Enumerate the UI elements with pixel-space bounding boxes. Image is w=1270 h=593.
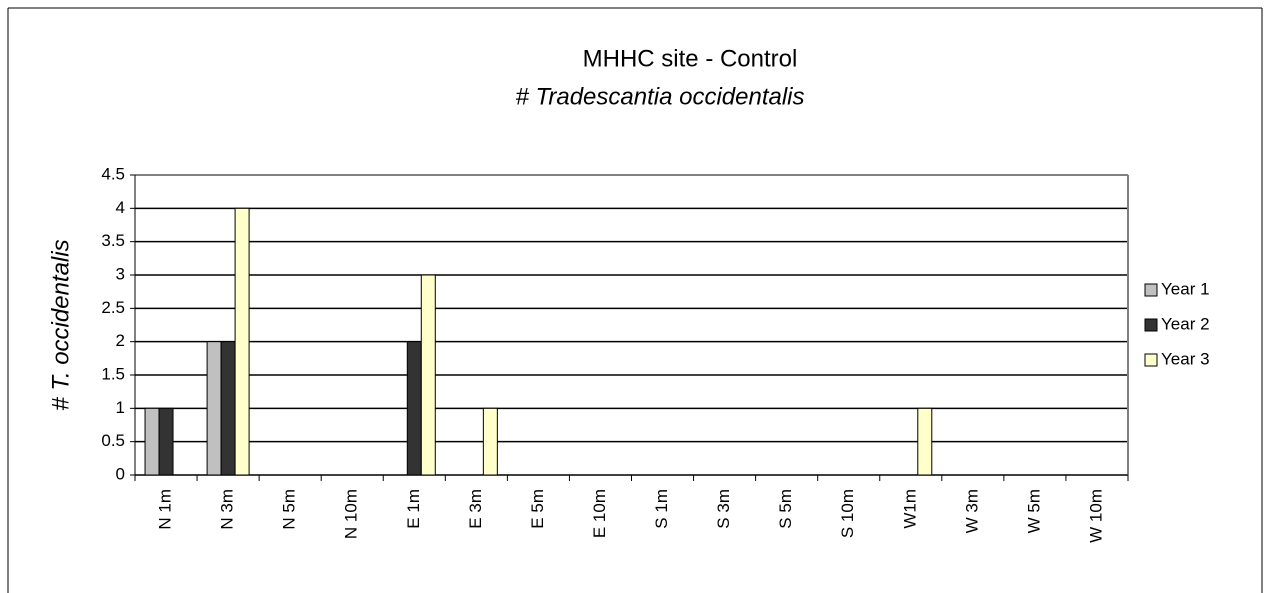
legend-label: Year 3 <box>1161 349 1210 368</box>
bar <box>917 407 933 476</box>
x-tick-label: N 3m <box>218 489 237 530</box>
x-tick-label: W 10m <box>1086 489 1105 543</box>
x-tick-label: N 5m <box>280 489 299 530</box>
x-tick-label: W 5m <box>1024 489 1043 533</box>
bar <box>220 341 236 476</box>
legend-label: Year 2 <box>1161 314 1210 333</box>
x-tick-label: S 3m <box>714 489 733 529</box>
bar <box>406 341 422 476</box>
bar <box>144 407 160 476</box>
x-tick-label: N 1m <box>156 489 175 530</box>
y-tick-label: 1 <box>116 398 125 417</box>
x-tick-label: E 1m <box>404 489 423 529</box>
x-tick-label: N 10m <box>342 489 361 539</box>
x-tick-label: W1m <box>900 489 919 529</box>
bar <box>234 207 250 476</box>
y-tick-label: 3 <box>116 264 125 283</box>
x-tick-label: E 3m <box>466 489 485 529</box>
bar <box>420 274 436 476</box>
y-tick-label: 2.5 <box>101 298 125 317</box>
x-tick-label: W 3m <box>962 489 981 533</box>
y-tick-label: 4.5 <box>101 164 125 183</box>
legend-swatch <box>1144 318 1158 332</box>
y-axis-label: # T. occidentalis <box>47 239 74 410</box>
y-tick-label: 3.5 <box>101 231 125 250</box>
chart-subtitle: # Tradescantia occidentalis <box>515 83 804 110</box>
legend-swatch <box>1144 283 1158 297</box>
x-tick-label: S 1m <box>652 489 671 529</box>
legend-label: Year 1 <box>1161 279 1210 298</box>
legend-swatch <box>1144 353 1158 367</box>
x-tick-label: E 10m <box>590 489 609 538</box>
y-tick-label: 0 <box>116 464 125 483</box>
x-tick-label: S 10m <box>838 489 857 538</box>
x-tick-label: E 5m <box>528 489 547 529</box>
y-tick-label: 0.5 <box>101 431 125 450</box>
chart-title: MHHC site - Control <box>583 45 798 72</box>
y-tick-label: 4 <box>116 198 125 217</box>
bar <box>206 341 222 476</box>
x-tick-label: S 5m <box>776 489 795 529</box>
y-tick-label: 2 <box>116 331 125 350</box>
y-tick-label: 1.5 <box>101 364 125 383</box>
bar <box>158 407 174 476</box>
bar <box>482 407 498 476</box>
